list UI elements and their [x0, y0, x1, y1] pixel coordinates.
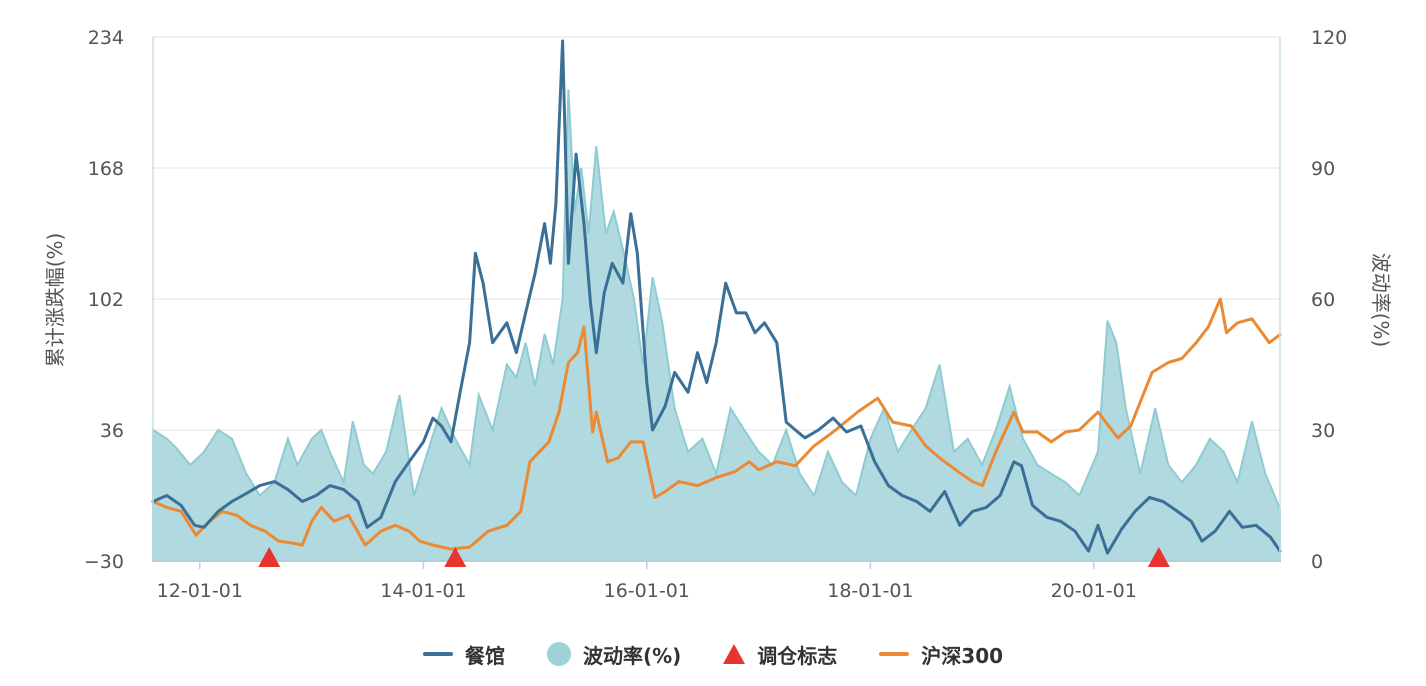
legend-label-csi300: 沪深300 — [921, 643, 1004, 668]
x-tick-label: 14-01-01 — [380, 580, 466, 602]
legend-item-rebalance[interactable]: 调仓标志 — [723, 640, 837, 669]
circle-swatch-icon — [546, 642, 571, 666]
triangle-swatch-icon — [723, 644, 746, 664]
legend-label-rebalance: 调仓标志 — [757, 643, 838, 668]
legend-label-restaurant: 餐馆 — [464, 643, 505, 668]
line-swatch-icon — [879, 652, 910, 656]
x-axis-ticks: 12-01-01 14-01-01 16-01-01 18-01-01 20-01-01 — [157, 561, 1137, 602]
x-tick-label: 16-01-01 — [604, 580, 690, 602]
rebalance-markers — [258, 547, 1170, 567]
y-axis-right-ticks: 120 90 60 30 0 — [1311, 27, 1347, 573]
y-tick-right: 30 — [1311, 420, 1335, 442]
y-axis-right-title: 波动率(%) — [1369, 253, 1393, 348]
chart: 234 168 102 36 −30 120 90 60 30 0 12-01-01 14-01-… — [43, 27, 1393, 602]
legend-label-volatility: 波动率(%) — [582, 643, 682, 668]
y-tick-right: 60 — [1311, 289, 1335, 311]
y-tick-right: 90 — [1311, 158, 1335, 180]
csi300-series — [151, 297, 1282, 551]
restaurant-series — [151, 39, 1282, 555]
x-tick-label: 18-01-01 — [827, 580, 913, 602]
restaurant-line — [151, 39, 1282, 555]
legend-item-csi300[interactable]: 沪深300 — [879, 640, 1003, 669]
y-tick-right: 120 — [1311, 27, 1347, 49]
csi300-line — [151, 297, 1282, 551]
rebalance-marker — [258, 547, 281, 567]
y-tick-left: 102 — [88, 289, 124, 311]
x-tick-label: 12-01-01 — [157, 580, 243, 602]
axes — [152, 37, 1281, 562]
rebalance-marker — [444, 547, 467, 567]
y-tick-right: 0 — [1311, 551, 1323, 573]
y-tick-left: −30 — [84, 551, 124, 573]
y-tick-left: 36 — [100, 420, 124, 442]
legend-item-restaurant[interactable]: 餐馆 — [422, 640, 505, 669]
y-tick-left: 168 — [88, 158, 124, 180]
y-tick-left: 234 — [88, 27, 124, 49]
y-axis-left-ticks: 234 168 102 36 −30 — [84, 27, 124, 573]
legend: 餐馆 波动率(%) 调仓标志 沪深300 — [0, 636, 1426, 672]
x-tick-label: 20-01-01 — [1051, 580, 1137, 602]
legend-item-volatility[interactable]: 波动率(%) — [546, 640, 682, 669]
line-swatch-icon — [422, 652, 453, 656]
rebalance-marker — [1147, 547, 1170, 567]
y-axis-left-title: 累计涨跌幅(%) — [43, 233, 67, 368]
